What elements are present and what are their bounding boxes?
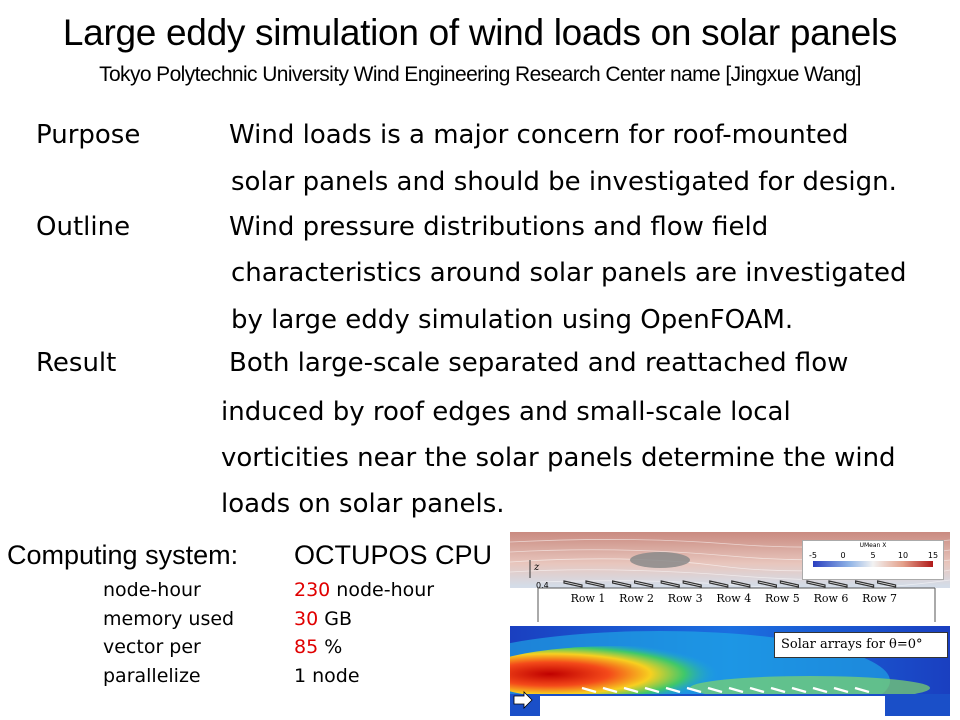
solar-panel [791, 686, 807, 694]
stat-value-memory: 30 GB [294, 608, 352, 630]
row-label: Row 2 [619, 592, 654, 605]
figure-legend: Solar arrays for θ=0° [774, 632, 948, 658]
solar-panel [602, 686, 618, 694]
computing-label: Computing system: [7, 540, 239, 570]
solar-panel [709, 580, 729, 588]
purpose-label: Purpose [36, 120, 141, 150]
solar-panel [855, 580, 875, 588]
solar-panel [581, 686, 597, 694]
solar-panel [812, 686, 828, 694]
colorbar-tick: 0 [840, 551, 845, 560]
row-label: Row 7 [862, 592, 897, 605]
solar-panel [563, 580, 583, 588]
solar-panel [623, 686, 639, 694]
result-line: loads on solar panels. [221, 489, 505, 519]
computing-system: OCTUPOS CPU [294, 540, 493, 570]
row-label: Row 1 [571, 592, 606, 605]
solar-panel [731, 580, 751, 588]
velocity-field-figure: z 0.4 Row 1 Row 2 Row 3 Row 4 Row 5 Row 6 Row … [510, 532, 950, 622]
solar-panel [749, 686, 765, 694]
colorbar-tick: -5 [809, 551, 817, 560]
axis-tick-label: 0.4 [536, 581, 549, 590]
colorbar-tick: 15 [928, 551, 938, 560]
solar-panel [682, 580, 702, 588]
solar-panel [707, 686, 723, 694]
solar-panel [728, 686, 744, 694]
purpose-line: solar panels and should be investigated … [231, 167, 897, 197]
outline-label: Outline [36, 212, 131, 242]
stat-name-node-hour: node-hour [103, 579, 201, 601]
solar-panel [828, 580, 848, 588]
solar-panel [757, 580, 777, 588]
solar-panel [585, 580, 605, 588]
colorbar-scale: -5 0 5 10 15 [809, 551, 938, 567]
solar-panel [660, 580, 680, 588]
solar-panel [611, 580, 632, 588]
colorbar-tick: 10 [898, 551, 908, 560]
stat-value-node-hour: 230 node-hour [294, 579, 435, 601]
wind-direction-arrow-icon [513, 691, 533, 709]
affiliation: Tokyo Polytechnic University Wind Engine… [99, 63, 861, 86]
colorbar-title: UMean X [859, 542, 887, 549]
solar-panel [877, 580, 897, 588]
axis-label-z: z [533, 562, 540, 573]
solar-panel [806, 580, 826, 588]
result-line: vorticities near the solar panels determ… [221, 443, 896, 473]
stat-value-parallelize: 1 node [294, 665, 360, 687]
solar-panel [644, 686, 660, 694]
solar-panel [779, 580, 799, 588]
stat-name-memory: memory used [103, 608, 235, 630]
vorticity-field-plot [510, 626, 950, 716]
result-line: Both large-scale separated and reattache… [229, 348, 849, 378]
page-title: Large eddy simulation of wind loads on s… [62, 12, 898, 53]
outline-line: characteristics around solar panels are … [231, 258, 907, 288]
row-label: Row 6 [814, 592, 849, 605]
solar-panel [833, 686, 849, 694]
stat-name-parallelize: parallelize [103, 665, 201, 687]
colorbar-tick: 5 [870, 551, 875, 560]
row-label: Row 4 [716, 592, 751, 605]
stat-value-vector: 85 % [294, 636, 343, 658]
stat-name-vector: vector per [103, 636, 201, 658]
colorbar: UMean X -5 0 5 10 15 [802, 540, 944, 580]
row-label: Row 3 [668, 592, 703, 605]
row-label: Row 5 [765, 592, 800, 605]
vorticity-field-figure: Solar arrays for θ=0° [510, 626, 950, 716]
outline-line: Wind pressure distributions and flow fie… [229, 212, 769, 242]
solar-panel [770, 686, 786, 694]
result-line: induced by roof edges and small-scale lo… [221, 397, 791, 427]
solar-panel [686, 686, 702, 694]
result-label: Result [36, 348, 117, 378]
solar-panel [854, 686, 870, 694]
solar-panel [665, 686, 681, 694]
outline-line: by large eddy simulation using OpenFOAM. [231, 305, 794, 335]
purpose-line: Wind loads is a major concern for roof-m… [229, 120, 849, 150]
solar-panel [633, 580, 654, 588]
